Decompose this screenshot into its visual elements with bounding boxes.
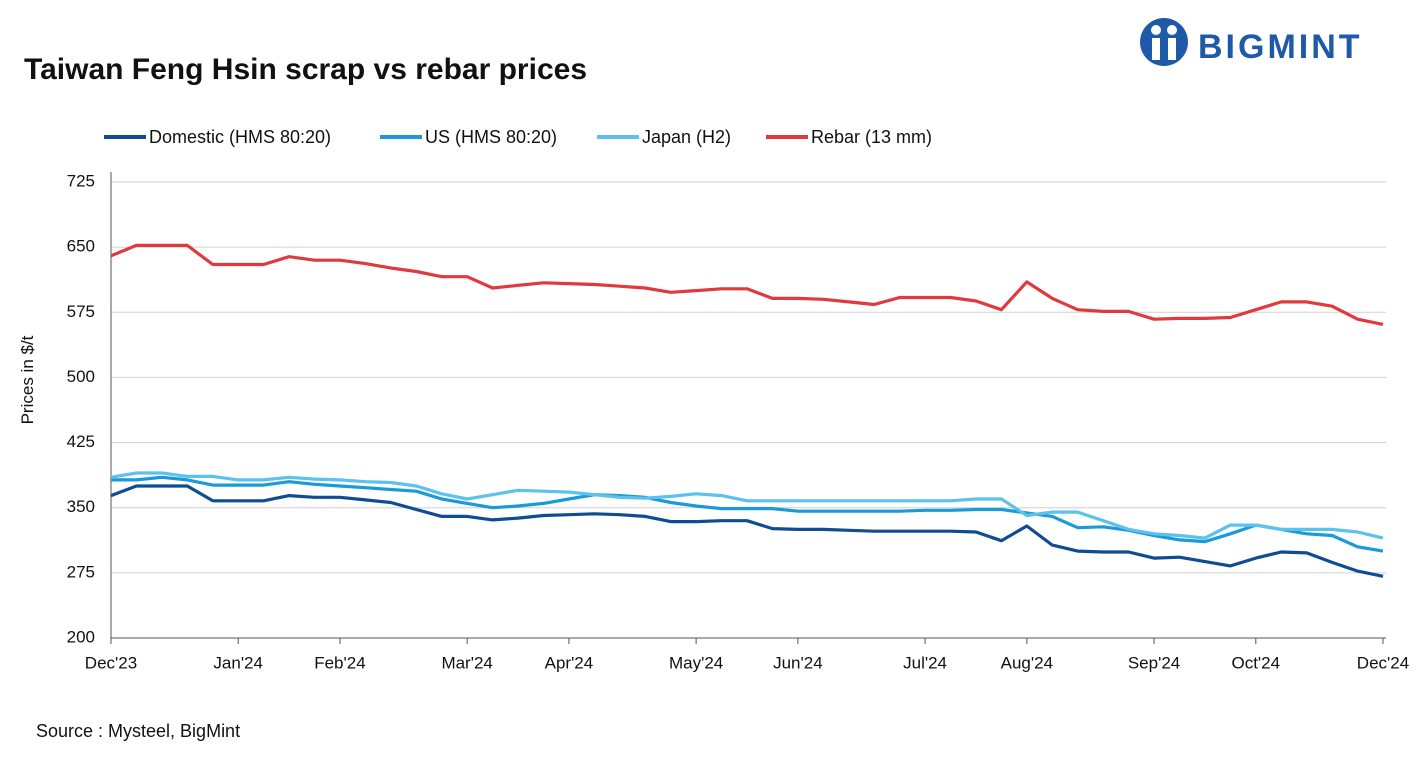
logo-text: BIGMINT	[1198, 28, 1363, 66]
logo-icon-head	[1167, 25, 1177, 35]
y-tick-label: 500	[67, 367, 95, 386]
legend-label: Japan (H2)	[642, 127, 731, 147]
x-tick-label: May'24	[669, 653, 723, 672]
x-tick-label: Jul'24	[903, 653, 947, 672]
x-tick-label: Aug'24	[1001, 653, 1053, 672]
x-tick-label: Oct'24	[1231, 653, 1280, 672]
series-line	[110, 243, 1384, 326]
x-tick-label: Jan'24	[213, 653, 263, 672]
series-line	[110, 484, 1384, 578]
logo-icon-body	[1152, 38, 1160, 60]
chart-title: Taiwan Feng Hsin scrap vs rebar prices	[24, 53, 587, 86]
logo-icon-body	[1168, 38, 1176, 60]
x-tick-label: Dec'24	[1357, 653, 1409, 672]
y-tick-label: 575	[67, 302, 95, 321]
legend-label: US (HMS 80:20)	[425, 127, 557, 147]
legend-label: Domestic (HMS 80:20)	[149, 127, 331, 147]
legend-label: Rebar (13 mm)	[811, 127, 932, 147]
y-tick-label: 275	[67, 562, 95, 581]
y-tick-label: 650	[67, 237, 95, 256]
series-line	[111, 475, 1384, 553]
x-tick-label: Mar'24	[441, 653, 492, 672]
y-tick-label: 725	[67, 171, 95, 190]
y-tick-label: 200	[67, 627, 95, 646]
x-tick-label: Dec'23	[85, 653, 137, 672]
x-tick-label: Jun'24	[773, 653, 823, 672]
y-tick-label: 425	[67, 432, 95, 451]
x-tick-label: Feb'24	[314, 653, 365, 672]
y-tick-label: 350	[67, 497, 95, 516]
source-note: Source : Mysteel, BigMint	[36, 721, 240, 741]
y-axis-label: Prices in $/t	[18, 335, 37, 424]
x-tick-label: Apr'24	[545, 653, 594, 672]
logo-icon	[1140, 18, 1188, 66]
logo: BIGMINT	[1140, 18, 1363, 66]
series-line	[110, 471, 1384, 540]
x-tick-label: Sep'24	[1128, 653, 1180, 672]
logo-icon-head	[1151, 25, 1161, 35]
